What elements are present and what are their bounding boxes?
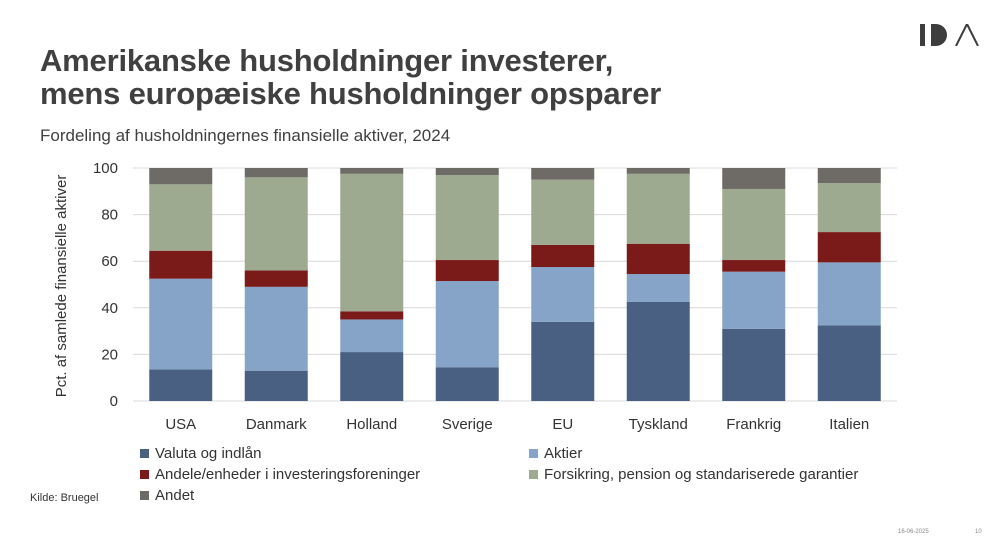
chart-title-line-2: mens europæiske husholdninger opsparer: [40, 76, 662, 111]
bar-segment: [244, 286, 308, 371]
x-tick-label: Holland: [346, 416, 397, 433]
bar-segment: [817, 325, 881, 401]
chart-subtitle: Fordeling af husholdningernes finansiell…: [40, 126, 451, 145]
bar-segment: [340, 168, 404, 174]
footer-date: 16-06-2025: [898, 529, 929, 535]
x-tick-label: Tyskland: [629, 416, 688, 433]
legend-label: Valuta og indlån: [155, 445, 262, 462]
chart-title-line-1: Amerikanske husholdninger investerer,: [40, 43, 614, 78]
bar-segment: [244, 270, 308, 287]
ida-logo-icon: [920, 24, 979, 46]
legend-item: Aktier: [529, 445, 582, 462]
bar-segment: [149, 184, 213, 251]
bar-segment: [244, 370, 308, 401]
stacked-bar-chart: 0 20 40 60 80 100 Pct. af samlede finansielle …: [53, 160, 897, 433]
bar-segment: [531, 168, 595, 180]
x-tick-label: Frankrig: [726, 416, 781, 433]
bar-segment: [435, 281, 499, 368]
y-tick-label: 0: [110, 393, 118, 410]
bar-segment: [817, 168, 881, 184]
bar-segment: [626, 274, 690, 302]
bar-segment: [149, 250, 213, 279]
x-tick-label: USA: [165, 416, 196, 433]
y-tick-label: 100: [93, 160, 118, 177]
bar-segment: [722, 188, 786, 261]
bar-segment: [817, 262, 881, 326]
y-tick-label: 20: [101, 346, 118, 363]
bar-segment: [149, 168, 213, 185]
bar-segment: [626, 243, 690, 275]
bar-segment: [435, 367, 499, 401]
legend-label: Andet: [155, 487, 195, 504]
bar-segment: [340, 352, 404, 401]
bar-segment: [244, 177, 308, 271]
page-number: 10: [975, 529, 982, 535]
x-tick-label: Sverige: [442, 416, 493, 433]
bar-segment: [722, 260, 786, 272]
bar-segment: [340, 173, 404, 312]
legend-swatch: [529, 449, 538, 458]
bar-segment: [340, 319, 404, 353]
bar-segment: [817, 232, 881, 263]
legend-label: Andele/enheder i investeringsforeninger: [155, 466, 421, 483]
y-tick-label: 60: [101, 253, 118, 270]
bar-segment: [531, 267, 595, 322]
bar-segment: [626, 173, 690, 244]
legend-label: Aktier: [544, 445, 583, 462]
x-tick-label: Italien: [829, 416, 869, 433]
bar-segment: [340, 311, 404, 320]
chart-title: Amerikanske husholdninger investerer, me…: [40, 44, 661, 110]
bar-segment: [149, 278, 213, 370]
x-tick-label: Danmark: [246, 416, 307, 433]
bar-segment: [817, 183, 881, 233]
bar-segment: [722, 168, 786, 189]
bar-segment: [244, 168, 308, 178]
y-tick-label: 80: [101, 207, 118, 224]
legend-item: Valuta og indlån: [140, 445, 261, 462]
x-tick-label: EU: [552, 416, 573, 433]
legend-swatch: [140, 491, 149, 500]
y-tick-label: 40: [101, 300, 118, 317]
bar-segment: [722, 271, 786, 329]
bar-segment: [149, 369, 213, 401]
legend-label: Forsikring, pension og standariserede ga…: [544, 466, 859, 483]
bar-segment: [531, 244, 595, 268]
bar-segment: [531, 321, 595, 401]
legend-item: Andele/enheder i investeringsforeninger: [140, 466, 420, 483]
legend-swatch: [529, 470, 538, 479]
bar-segment: [435, 260, 499, 282]
bar-segment: [626, 168, 690, 174]
legend-item: Andet: [140, 487, 194, 504]
legend-swatch: [140, 449, 149, 458]
source-note: Kilde: Bruegel: [30, 492, 99, 504]
y-axis-label: Pct. af samlede finansielle aktiver: [53, 175, 70, 398]
bar-segment: [435, 174, 499, 261]
bar-segment: [626, 301, 690, 401]
legend-item: Forsikring, pension og standariserede ga…: [529, 466, 858, 483]
bar-segment: [722, 328, 786, 401]
bar-segment: [435, 168, 499, 175]
legend-swatch: [140, 470, 149, 479]
bar-segment: [531, 179, 595, 245]
